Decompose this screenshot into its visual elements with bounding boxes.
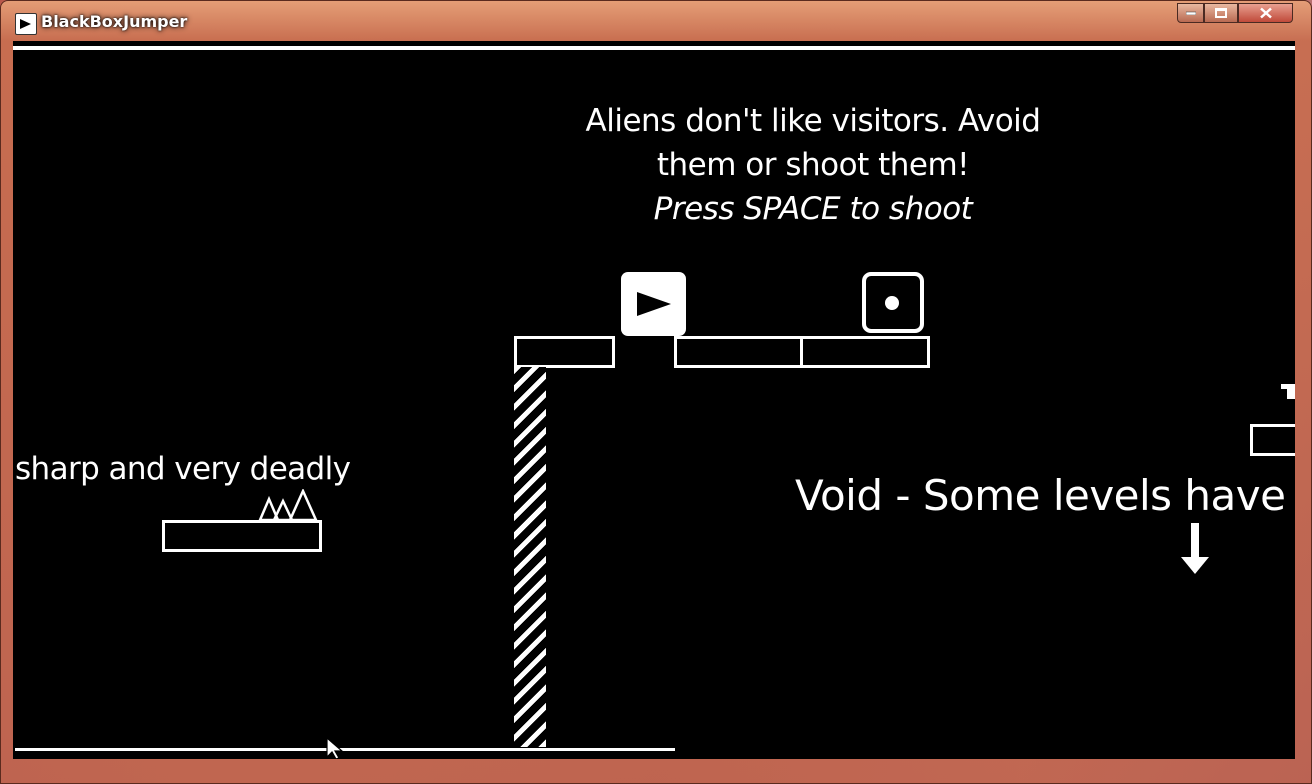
alien-hint-line3: Press SPACE to shoot xyxy=(653,191,973,227)
spike-platform xyxy=(162,520,322,552)
maximize-button[interactable] xyxy=(1204,3,1238,23)
void-hint: Void - Some levels have r xyxy=(795,471,1295,520)
offscreen-object xyxy=(1281,384,1295,399)
close-button[interactable] xyxy=(1238,3,1293,23)
game-canvas[interactable]: Aliens don't like visitors. Avoid them o… xyxy=(13,41,1295,759)
platform-block xyxy=(674,336,803,368)
minimize-icon xyxy=(1185,11,1196,15)
platform-block-edge xyxy=(1250,424,1295,456)
app-icon xyxy=(15,13,37,35)
maximize-icon xyxy=(1215,8,1227,18)
hatched-wall xyxy=(514,367,546,747)
alien-hint-line2: them or shoot them! xyxy=(656,147,970,183)
spikes-icon xyxy=(258,489,318,521)
arrow-down-icon xyxy=(1181,523,1209,574)
alien-hint: Aliens don't like visitors. Avoid them o… xyxy=(568,99,1058,231)
close-icon xyxy=(1259,7,1272,19)
floor-line xyxy=(15,748,675,751)
alien-hint-line1: Aliens don't like visitors. Avoid xyxy=(585,103,1041,139)
play-triangle-icon xyxy=(637,292,671,316)
player-box xyxy=(621,272,686,336)
platform-block xyxy=(800,336,930,368)
minimize-button[interactable] xyxy=(1177,3,1204,23)
alien-enemy xyxy=(862,272,924,333)
title-bar[interactable]: BlackBoxJumper xyxy=(1,1,1312,41)
ceiling-line xyxy=(13,46,1295,50)
dot-icon xyxy=(885,296,899,310)
platform-block xyxy=(514,336,615,368)
spikes-hint: sharp and very deadly xyxy=(15,451,351,487)
mouse-cursor-icon xyxy=(326,737,344,759)
window-title: BlackBoxJumper xyxy=(41,12,188,31)
